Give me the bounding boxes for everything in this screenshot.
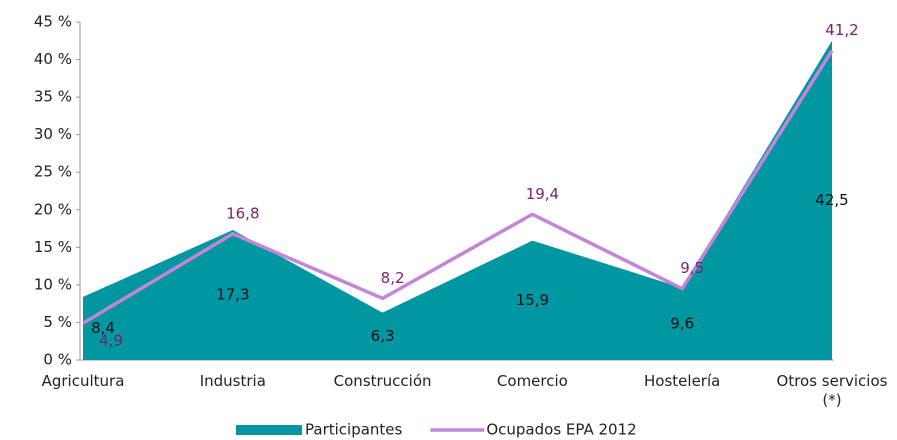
y-tick-label: 0 %: [43, 351, 72, 369]
y-tick-label: 10 %: [34, 275, 72, 293]
x-tick-label: Construcción: [333, 372, 432, 390]
data-label: 4,9: [99, 332, 123, 350]
y-tick-label: 35 %: [34, 88, 72, 106]
x-tick-label: Industria: [199, 372, 266, 390]
legend-swatch: [236, 425, 302, 435]
area: [83, 40, 832, 361]
x-tick-label: Hostelería: [644, 372, 721, 390]
data-label: 42,5: [815, 191, 848, 209]
x-tick-label: Agricultura: [41, 372, 125, 390]
y-tick-label: 15 %: [34, 238, 72, 256]
line: [82, 49, 834, 325]
data-label: 8,2: [381, 269, 405, 287]
y-tick-label: 5 %: [43, 313, 72, 331]
y-tick-label: 30 %: [34, 125, 72, 143]
y-tick-label: 20 %: [34, 200, 72, 218]
y-tick-label: 40 %: [34, 50, 72, 68]
data-label: 17,3: [216, 286, 249, 304]
data-label: 8,4: [91, 319, 115, 337]
data-label: 16,8: [226, 204, 259, 222]
data-label: 15,9: [516, 291, 549, 309]
data-label: 9,6: [670, 314, 694, 332]
y-tick-label: 45 %: [34, 13, 72, 31]
x-tick-label: Comercio: [496, 372, 568, 390]
legend-label: Ocupados EPA 2012: [486, 421, 636, 439]
data-label: 6,3: [371, 327, 395, 345]
data-label: 41,2: [825, 21, 858, 39]
data-label: 19,4: [526, 185, 559, 203]
y-tick-label: 25 %: [34, 163, 72, 181]
data-label: 9,5: [680, 259, 704, 277]
legend-label: Participantes: [305, 421, 403, 439]
x-tick-label: Otros servicios (*): [776, 372, 888, 409]
